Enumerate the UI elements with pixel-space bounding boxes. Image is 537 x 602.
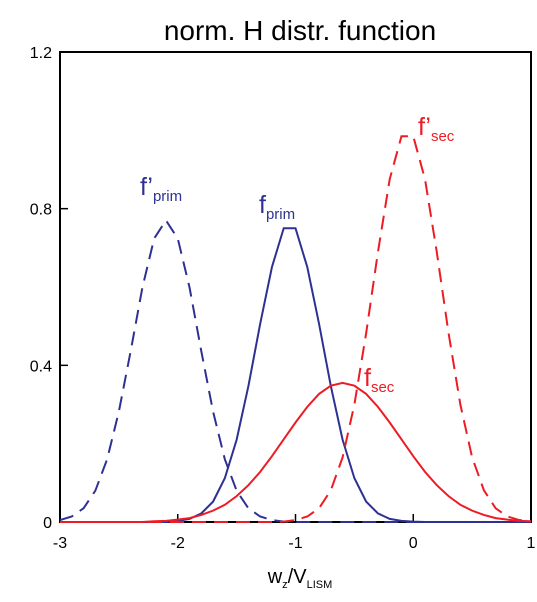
- series-label-main: f’: [418, 113, 431, 141]
- series-line: [59, 218, 531, 523]
- y-tick-label: 0.4: [30, 358, 52, 375]
- x-tick-label: 0: [409, 535, 418, 552]
- x-tick-label: -2: [171, 535, 185, 552]
- x-axis-label-part: LISM: [307, 579, 333, 591]
- series-label-sub: sec: [371, 379, 395, 396]
- series-line: [60, 227, 531, 523]
- series-label-sub: prim: [266, 206, 295, 223]
- x-axis-label: wz/VLISM: [267, 566, 333, 591]
- chart-title: norm. H distr. function: [164, 15, 436, 46]
- y-tick-label: 0: [43, 515, 52, 532]
- series-line: [60, 381, 532, 523]
- y-tick-label: 1.2: [30, 45, 52, 62]
- series-label: f’prim: [140, 173, 182, 205]
- x-tick-label: -1: [288, 535, 302, 552]
- series-label: fprim: [259, 191, 295, 223]
- x-axis-label-part: w: [267, 566, 283, 588]
- y-tick-label: 0.8: [30, 202, 52, 219]
- x-tick-label: -3: [53, 535, 67, 552]
- series-line: [60, 135, 532, 523]
- series-label-sub: sec: [431, 128, 455, 145]
- series-label-main: f’: [140, 173, 153, 201]
- series-label: fsec: [364, 364, 395, 396]
- series-label-main: f: [364, 364, 371, 392]
- series-label: f’sec: [418, 113, 455, 145]
- series-label-main: f: [259, 191, 266, 219]
- series-label-sub: prim: [153, 188, 182, 205]
- x-tick-label: 1: [527, 535, 536, 552]
- x-axis-label-part: /V: [288, 566, 308, 588]
- x-axis-label-part: z: [282, 579, 288, 591]
- plot-frame: [59, 51, 532, 523]
